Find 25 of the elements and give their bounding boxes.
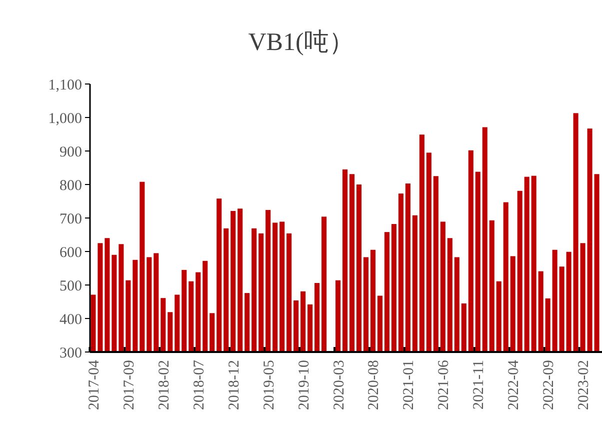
x-tick-label: 2021-01: [401, 360, 418, 410]
x-tick-label: 2018-02: [156, 360, 172, 410]
y-tick-label: 1,100: [48, 77, 82, 94]
x-tick-label: 2017-09: [121, 360, 138, 410]
x-tick-label: 2018-12: [226, 360, 242, 410]
x-tick-label: 2021-11: [471, 360, 488, 410]
x-tick-label: 2021-06: [436, 360, 452, 410]
y-tick-label: 700: [60, 211, 82, 228]
y-tick-label: 400: [60, 312, 82, 328]
y-tick-label: 500: [60, 278, 82, 294]
x-tick-label: 2020-03: [331, 360, 348, 410]
x-tick-label: 2017-04: [86, 360, 102, 410]
x-tick-label: 2023-02: [576, 360, 592, 410]
x-tick-label: 2020-08: [366, 360, 382, 410]
x-tick-label: 2019-05: [261, 360, 278, 410]
y-tick-label: 800: [60, 178, 82, 194]
x-tick-label: 2022-09: [541, 360, 558, 410]
y-tick-label: 300: [60, 345, 82, 362]
x-tick-label: 2019-10: [296, 360, 312, 410]
y-tick-label: 600: [60, 244, 82, 261]
y-tick-label: 900: [60, 144, 82, 160]
x-tick-label: 2022-04: [506, 360, 522, 410]
x-tick-label: 2018-07: [191, 360, 208, 410]
chart-title: VB1(吨）: [248, 29, 354, 56]
y-tick-label: 1,000: [48, 110, 82, 127]
